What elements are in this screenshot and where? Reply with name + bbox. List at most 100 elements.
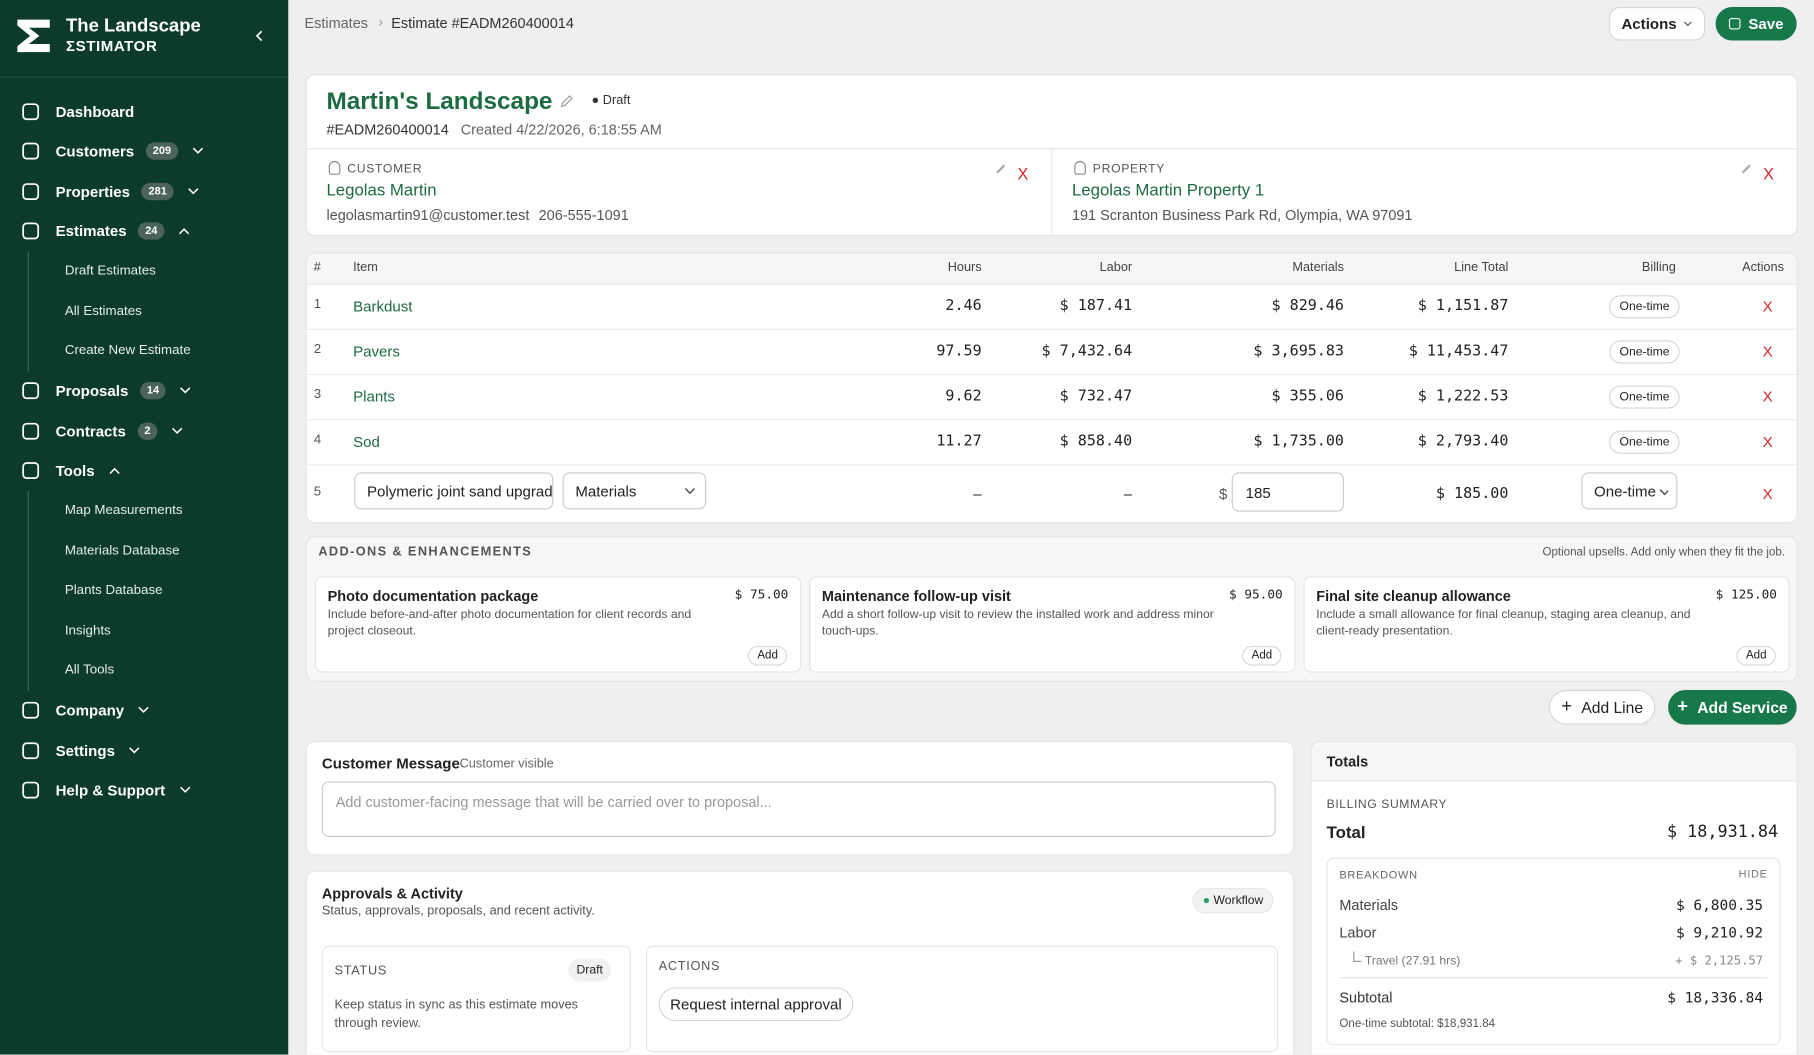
plus-icon: + [1561,696,1573,717]
nav-label: Help & Support [55,781,166,800]
chevron [138,707,149,714]
nav-item[interactable]: Estimates 24 [0,211,288,251]
nav-subitem[interactable]: All Estimates [65,291,142,331]
remove-button[interactable]: X [1017,164,1029,183]
icon-shape [22,382,40,400]
item-name[interactable]: Sod [353,432,380,451]
chevron-path [171,427,183,434]
dot: ● [1202,893,1211,908]
nav-item[interactable]: Contracts 2 [0,411,288,451]
item-name[interactable]: Pavers [353,342,400,361]
approval-button[interactable]: Request internal approval [658,987,854,1022]
nav-item[interactable]: Dashboard [0,91,288,131]
cell-value: 2.46 [945,297,982,315]
remove-button[interactable]: X [1762,297,1773,315]
icon-shape [22,103,40,120]
divider [1339,977,1768,979]
add-line-button[interactable]: + Add Line [1548,689,1656,725]
materials-input[interactable]: 185 [1231,472,1345,512]
nav-icon [22,142,40,160]
nav-item[interactable]: Company [0,691,288,731]
cell-value: 9.62 [945,387,982,406]
nav-item[interactable]: Customers 209 [0,131,288,171]
chevron [109,468,120,475]
customer-details: legolasmartin91@customer.test 206-555-109… [326,207,628,223]
breakdown-value: $ 6,800.35 [1675,896,1764,914]
nav-item[interactable]: Settings [0,730,288,770]
totals-title: Totals [1326,753,1369,770]
cell-value: $ 3,695.83 [1253,342,1345,361]
nav-subitem[interactable]: Insights [65,611,111,651]
item-input[interactable]: Polymeric joint sand upgrade [354,472,554,510]
summary-label: BILLING SUMMARY [1326,797,1448,812]
property-name[interactable]: Legolas Martin Property 1 [1071,181,1265,201]
cell-value: $ 858.40 [1059,432,1133,451]
nav-label: Proposals [55,382,129,400]
nav-label: Settings [55,741,115,760]
item-name[interactable]: Barkdust [353,297,413,315]
customer-name[interactable]: Legolas Martin [326,181,437,201]
save-icon [1729,17,1741,30]
remove-button[interactable]: X [1762,387,1773,406]
nav-icon [22,222,40,240]
table-row [306,285,1797,330]
add-button[interactable]: Add [1736,645,1776,666]
edit-icon[interactable] [996,164,1006,174]
message-card: Customer Message Customer visible Add cu… [305,740,1295,856]
remove-button[interactable]: X [1762,342,1773,361]
type-select[interactable]: Materials [562,472,707,510]
nav-sublabel: Insights [64,623,111,638]
shape [560,95,573,108]
addon-price: $ 95.00 [1228,586,1283,602]
billing-select[interactable]: One-time [1581,472,1678,510]
nav-subitem[interactable]: Create New Estimate [65,331,191,371]
chevron-path [109,468,120,475]
chevron [129,747,140,754]
hide-toggle[interactable]: HIDE [1738,868,1768,881]
nav-sublabel: Materials Database [64,543,180,558]
collapse-icon[interactable] [254,30,266,42]
save-button[interactable]: Save [1715,6,1797,41]
remove-button[interactable]: X [1762,485,1773,503]
cell-value: $ 732.47 [1059,387,1133,406]
edit-icon[interactable] [559,94,574,109]
nav-sublabel: Create New Estimate [64,344,191,358]
travel-value: + $ 2,125.57 [1675,953,1764,968]
add-service-button[interactable]: + Add Service [1668,689,1797,725]
actions-button[interactable]: Actions [1609,6,1706,41]
nav-subitem[interactable]: Draft Estimates [65,251,156,291]
billing-pill: One-time [1609,430,1680,454]
item-name[interactable]: Plants [353,387,395,406]
nav-badge: 2 [137,422,158,440]
select-value: Materials [575,482,637,501]
nav-item[interactable]: Tools [0,451,288,491]
edit-icon[interactable] [1741,164,1751,174]
message-input[interactable]: Add customer-facing message that will be… [321,781,1276,837]
nav-subitem[interactable]: Map Measurements [65,491,183,531]
nav-item[interactable]: Properties 281 [0,171,288,211]
breakdown-name: Labor [1339,924,1377,942]
cell-value: $ 829.46 [1271,297,1345,315]
chevron-path [129,747,140,754]
breadcrumb-link[interactable]: Estimates [304,15,368,32]
nav-item[interactable]: Help & Support [0,770,288,810]
section-title: Customer Message [321,754,460,773]
remove-button[interactable]: X [1763,164,1774,183]
nav-item[interactable]: Proposals 14 [0,371,288,411]
nav-subitem[interactable]: Materials Database [65,531,180,571]
email: legolasmartin91@customer.test [326,207,530,224]
cell-value: $ 185.00 [1435,485,1509,503]
divider [306,148,1797,150]
tree-line [27,251,29,372]
nav-subitem[interactable]: Plants Database [65,571,163,611]
add-button[interactable]: Add [1242,645,1282,666]
placeholder: Add customer-facing message that will be… [335,794,772,811]
remove-button[interactable]: X [1762,432,1773,451]
status-box: STATUS Draft Keep status in sync as this… [321,945,631,1053]
nav-subitem[interactable]: All Tools [65,651,114,691]
add-button[interactable]: Add [748,645,788,666]
input-value: Polymeric joint sand upgrade [366,482,554,501]
chevron-path [684,487,696,495]
icon-shape [22,182,40,200]
